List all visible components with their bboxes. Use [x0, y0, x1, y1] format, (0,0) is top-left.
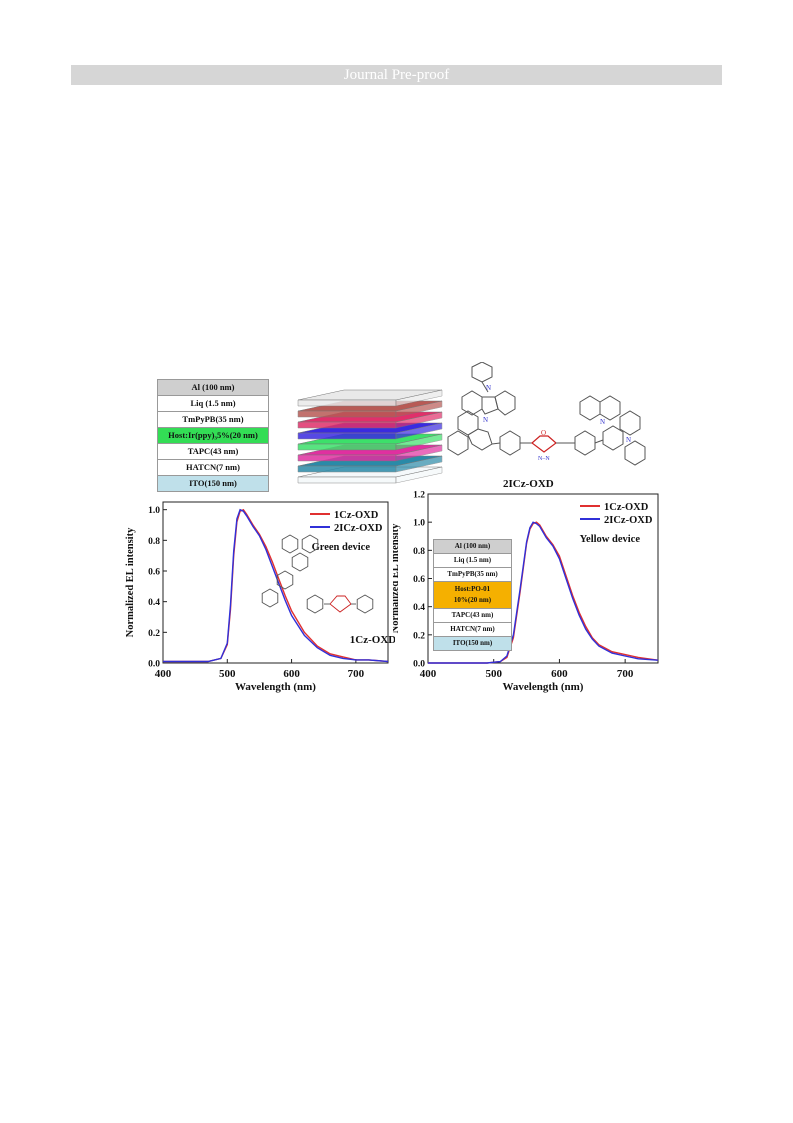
x-tick-label: 400	[155, 668, 172, 680]
yellow-device-stack: Al (100 nm) Liq (1.5 nm) TmPyPB(35 nm) Host…	[433, 539, 512, 651]
x-tick-label: 500	[485, 668, 502, 680]
stack-layer: Liq (1.5 nm)	[434, 554, 511, 568]
stack-layer: ITO(150 nm)	[434, 637, 511, 651]
series-line-2icz-oxd	[428, 521, 659, 664]
y-tick-label: 0.4	[413, 603, 425, 613]
molecule-2icz-oxd: O N–N N N N N	[447, 362, 646, 466]
stack-layer: TAPC(43 nm)	[158, 444, 268, 460]
x-tick-label: 600	[551, 668, 568, 680]
journal-banner: Journal Pre-proof	[71, 65, 722, 85]
y-tick-label: 0.8	[148, 537, 160, 547]
y-tick-label: 0.6	[148, 568, 160, 578]
series-line-1cz-oxd	[428, 521, 659, 664]
molecule-top-label: 2ICz-OXD	[503, 478, 554, 490]
molecule-1cz-oxd	[261, 534, 374, 614]
legend-entry: 2ICz-OXD	[334, 523, 383, 534]
x-tick-label: 400	[420, 668, 437, 680]
y-tick-label: 0.4	[148, 598, 160, 608]
x-axis-label: Wavelength (nm)	[235, 681, 316, 693]
x-tick-label: 600	[283, 668, 300, 680]
svg-text:N: N	[483, 416, 488, 424]
svg-text:O: O	[541, 429, 546, 437]
y-tick-label: 0.2	[148, 629, 160, 639]
x-axis-label: Wavelength (nm)	[503, 681, 584, 693]
device-annotation: Green device	[312, 542, 371, 553]
y-tick-label: 0.6	[413, 575, 425, 585]
legend-entry: 2ICz-OXD	[604, 515, 653, 526]
stack-layer: HATCN(7 nm)	[158, 460, 268, 476]
y-tick-label: 1.2	[413, 491, 425, 501]
stack-layer: TmPyPB(35 nm)	[434, 568, 511, 582]
stack-layer: TAPC(43 nm)	[434, 609, 511, 623]
svg-text:N: N	[486, 384, 491, 392]
y-tick-label: 1.0	[413, 519, 425, 529]
stack-layer: ITO(150 nm)	[158, 476, 268, 492]
plot-frame	[162, 501, 389, 664]
svg-text:N: N	[600, 418, 605, 426]
x-tick-label: 700	[348, 668, 365, 680]
stack-layer: Host:Ir(ppy)₃5%(20 nm)	[158, 428, 268, 444]
svg-text:N: N	[626, 436, 631, 444]
svg-text:N–N: N–N	[538, 456, 550, 462]
molecule-inset-label: 1Cz-OXD	[350, 634, 395, 646]
x-tick-label: 700	[617, 668, 634, 680]
y-tick-label: 0.0	[148, 660, 160, 670]
y-axis-label: Normalized EL intensity	[393, 523, 401, 633]
device-layers-3d	[297, 389, 443, 484]
stack-layer: TmPyPB(35 nm)	[158, 412, 268, 428]
device-annotation: Yellow device	[580, 534, 641, 545]
x-tick-label: 500	[219, 668, 236, 680]
series-line-2icz-oxd	[163, 508, 389, 663]
stack-layer: Al (100 nm)	[434, 540, 511, 554]
legend-entry: 1Cz-OXD	[334, 510, 379, 521]
green-device-stack: Al (100 nm) Liq (1.5 nm) TmPyPB(35 nm) Host…	[157, 379, 269, 492]
el-spectrum-green: 400 500 600 700 0.0 0.2 0.4 0.6 0.8 1.0 Wavelength…	[125, 501, 395, 693]
y-tick-label: 0.2	[413, 631, 425, 641]
y-tick-label: 1.0	[148, 506, 160, 516]
stack-layer-3d	[297, 389, 443, 407]
y-axis-label: Normalized EL intensity	[125, 527, 136, 637]
stack-layer: Host:PO-01 10%(20 nm)	[434, 582, 511, 609]
stack-layer-3d	[297, 455, 443, 473]
stack-layer: Al (100 nm)	[158, 380, 268, 396]
stack-layer: Liq (1.5 nm)	[158, 396, 268, 412]
el-spectrum-yellow: 400 500 600 700 0.0 0.2 0.4 0.6 0.8 1.0 1.2 Wavelen…	[393, 491, 659, 693]
y-tick-label: 0.8	[413, 547, 425, 557]
stack-layer: HATCN(7 nm)	[434, 623, 511, 637]
legend-entry: 1Cz-OXD	[604, 502, 649, 513]
y-tick-label: 0.0	[413, 660, 425, 670]
